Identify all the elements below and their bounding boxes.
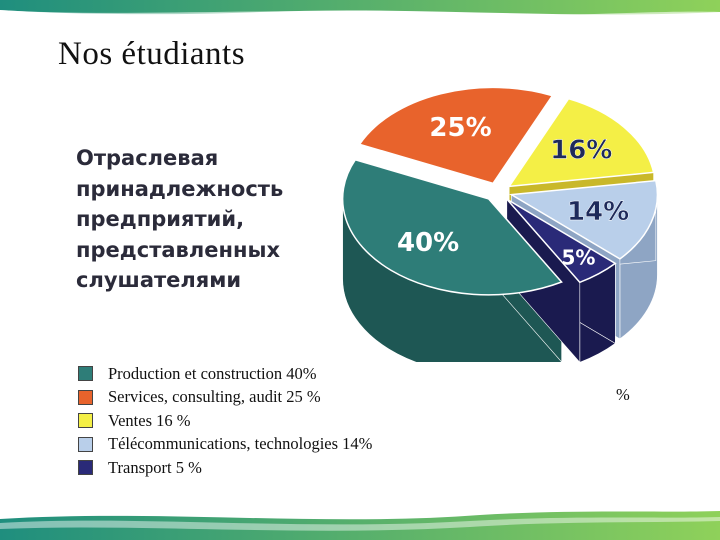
legend-swatch [78, 460, 93, 476]
pie-slice-label: 40% [397, 228, 459, 258]
legend-swatch [78, 436, 93, 452]
stray-percent-text: % [616, 385, 630, 404]
pie-slice [509, 179, 659, 260]
legend-label: Télécommunications, technologies 14% [108, 434, 373, 454]
pie-slice [358, 86, 554, 185]
legend-item: Transport 5 % [78, 456, 372, 480]
top-decor-band [0, 0, 720, 21]
legend-item: Télécommunications, technologies 14% [78, 433, 372, 457]
pie-slice-label: 5% [561, 245, 595, 269]
pie-slice [341, 158, 563, 296]
pie-slice [506, 198, 617, 284]
legend-item: Ventes 16 % [78, 409, 372, 433]
pie-slice [507, 97, 655, 188]
bottom-decor-band [0, 511, 720, 540]
legend: Production et construction 40% Services, … [78, 362, 372, 480]
pie-slice-label: 16% [550, 135, 612, 165]
legend-label: Services, consulting, audit 25 % [108, 387, 321, 407]
legend-item: Services, consulting, audit 25 % [78, 386, 372, 410]
legend-swatch [78, 366, 93, 382]
pie-labels: 40% 25% 16% 14% 5% [397, 113, 629, 270]
pie-slice-label: 14% [567, 197, 629, 227]
pie-tops [341, 86, 659, 296]
slide-title: Nos étudiants [58, 36, 246, 72]
legend-item: Production et construction 40% [78, 362, 372, 386]
pie-slice-label: 25% [429, 113, 491, 143]
legend-swatch [78, 389, 93, 405]
legend-label: Production et construction 40% [108, 363, 317, 383]
legend-swatch [78, 413, 93, 429]
chart-subtitle: Отраслевая принадлежность предприятий, п… [76, 146, 284, 292]
pie-chart: 40% 25% 16% 14% 5% [341, 86, 659, 362]
legend-label: Transport 5 % [108, 457, 202, 477]
legend-label: Ventes 16 % [108, 410, 191, 430]
